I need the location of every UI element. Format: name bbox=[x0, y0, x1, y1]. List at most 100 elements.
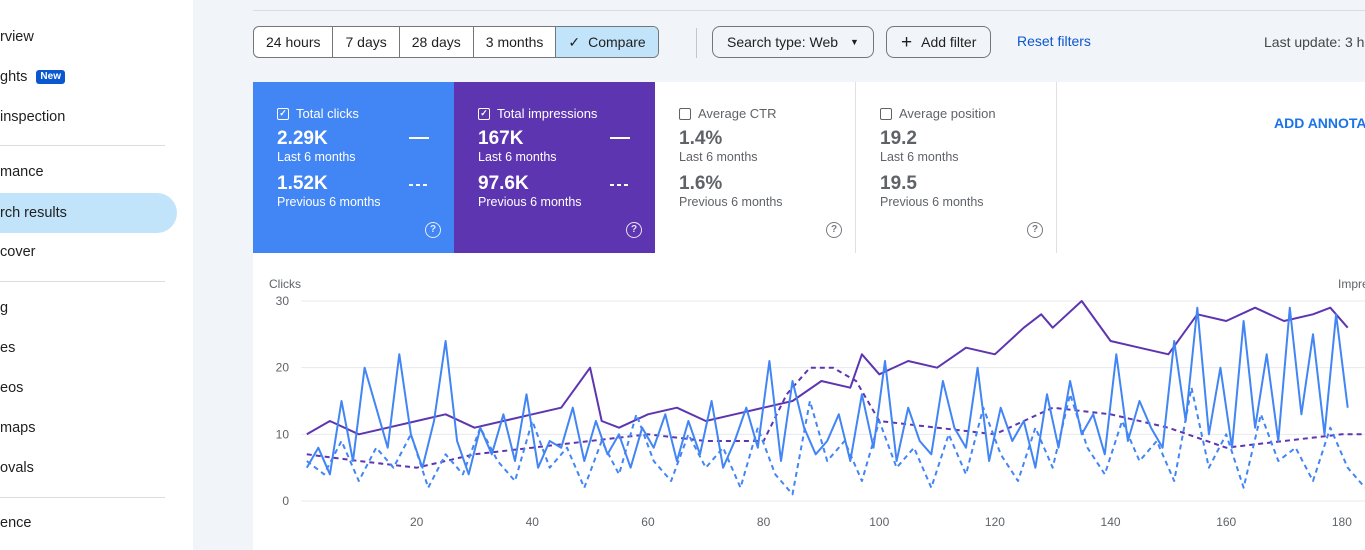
search-type-label: Search type: Web bbox=[727, 34, 839, 50]
metric-prev-period: Previous 6 months bbox=[277, 195, 381, 209]
x-tick-label: 80 bbox=[757, 515, 771, 529]
caret-down-icon: ▼ bbox=[850, 37, 859, 47]
solid-line-legend-icon bbox=[610, 137, 630, 139]
metric-period: Last 6 months bbox=[277, 150, 356, 164]
y-tick-label: 10 bbox=[276, 427, 290, 441]
y-axis-label-left: Clicks bbox=[269, 277, 301, 291]
metric-prev-value: 1.52K bbox=[277, 173, 328, 194]
y-axis-label-right: Impre bbox=[1338, 277, 1365, 291]
help-icon[interactable]: ? bbox=[425, 222, 441, 238]
sidebar: rview ghts New inspection mance rch resul… bbox=[0, 0, 193, 550]
series-line-3 bbox=[306, 386, 1365, 496]
plus-icon: + bbox=[901, 31, 913, 53]
metric-period: Last 6 months bbox=[880, 150, 959, 164]
toolbar-divider bbox=[696, 28, 697, 58]
date-range-7-days[interactable]: 7 days bbox=[333, 27, 400, 57]
metric-value: 1.4% bbox=[679, 128, 723, 149]
checkbox-unchecked-icon[interactable] bbox=[880, 107, 892, 120]
x-tick-label: 160 bbox=[1216, 515, 1236, 529]
metric-value: 2.29K bbox=[277, 128, 328, 149]
performance-chart: 0 10 20 30 20 40 60 80 100 120 140 160 180 Clicks Impr… bbox=[253, 253, 1365, 550]
sidebar-item-indexing[interactable]: g bbox=[0, 288, 177, 328]
help-icon[interactable]: ? bbox=[1027, 222, 1043, 238]
y-tick-label: 20 bbox=[276, 361, 290, 375]
metric-label: Total impressions bbox=[497, 106, 598, 121]
chart-svg: 0 10 20 30 20 40 60 80 100 120 140 160 180 Clicks Impr… bbox=[269, 277, 1365, 529]
add-filter-button[interactable]: + Add filter bbox=[886, 26, 992, 58]
metrics-panel: ✓ Total clicks 2.29K Last 6 months 1.52K … bbox=[253, 82, 1365, 253]
new-badge: New bbox=[36, 70, 65, 84]
compare-label: Compare bbox=[588, 34, 646, 50]
sidebar-item-experience[interactable]: ence bbox=[0, 503, 177, 543]
series-line-2 bbox=[305, 306, 1349, 476]
metric-prev-value: 1.6% bbox=[679, 173, 723, 194]
x-tick-label: 60 bbox=[641, 515, 655, 529]
help-icon[interactable]: ? bbox=[626, 222, 642, 238]
x-tick-label: 140 bbox=[1101, 515, 1121, 529]
sidebar-item-overview[interactable]: rview bbox=[0, 17, 177, 57]
sidebar-item-performance[interactable]: mance bbox=[0, 152, 177, 192]
sidebar-item-label: g bbox=[0, 300, 9, 316]
sidebar-divider bbox=[0, 281, 165, 282]
sidebar-item-videos[interactable]: eos bbox=[0, 368, 177, 408]
sidebar-item-label: ence bbox=[0, 515, 32, 531]
y-tick-label: 0 bbox=[282, 494, 289, 508]
date-range-24-hours[interactable]: 24 hours bbox=[254, 27, 334, 57]
sidebar-item-discover[interactable]: cover bbox=[0, 232, 177, 272]
sidebar-item-label: ghts bbox=[0, 69, 28, 85]
metric-card-total-clicks[interactable]: ✓ Total clicks 2.29K Last 6 months 1.52K … bbox=[253, 82, 454, 253]
reset-filters-link[interactable]: Reset filters bbox=[1017, 33, 1091, 49]
metric-label: Average CTR bbox=[698, 106, 777, 121]
main-content: 24 hours 7 days 28 days 3 months ✓ Compa… bbox=[193, 0, 1365, 550]
search-type-dropdown[interactable]: Search type: Web ▼ bbox=[712, 26, 874, 58]
last-update-text: Last update: 3 h bbox=[1264, 34, 1365, 50]
sidebar-item-label: rview bbox=[0, 29, 34, 45]
solid-line-legend-icon bbox=[409, 137, 429, 139]
add-annotation-button[interactable]: ADD ANNOTAT bbox=[1274, 115, 1365, 131]
divider bbox=[253, 10, 1365, 11]
metric-label: Total clicks bbox=[296, 106, 359, 121]
sidebar-item-label: inspection bbox=[0, 109, 66, 125]
x-tick-label: 20 bbox=[410, 515, 424, 529]
sidebar-item-sitemaps[interactable]: maps bbox=[0, 408, 177, 448]
sidebar-item-pages[interactable]: es bbox=[0, 328, 177, 368]
x-tick-label: 40 bbox=[526, 515, 540, 529]
metric-prev-value: 19.5 bbox=[880, 173, 917, 194]
series-line-0 bbox=[306, 300, 1349, 436]
metric-card-average-ctr[interactable]: Average CTR 1.4% Last 6 months 1.6% Prev… bbox=[655, 82, 856, 253]
add-filter-label: Add filter bbox=[921, 34, 977, 50]
sidebar-divider bbox=[0, 497, 165, 498]
sidebar-item-label: cover bbox=[0, 244, 36, 260]
y-tick-label: 30 bbox=[276, 294, 290, 308]
sidebar-item-label: eos bbox=[0, 380, 24, 396]
sidebar-item-insights[interactable]: ghts New bbox=[0, 57, 177, 97]
x-tick-label: 100 bbox=[869, 515, 889, 529]
checkmark-icon: ✓ bbox=[568, 33, 581, 50]
metric-card-average-position[interactable]: Average position 19.2 Last 6 months 19.5… bbox=[856, 82, 1057, 253]
date-range-selector: 24 hours 7 days 28 days 3 months ✓ Compa… bbox=[253, 26, 659, 58]
sidebar-item-label: mance bbox=[0, 164, 44, 180]
metric-period: Last 6 months bbox=[679, 150, 758, 164]
dashed-line-legend-icon bbox=[409, 184, 429, 186]
x-tick-label: 120 bbox=[985, 515, 1005, 529]
metric-card-total-impressions[interactable]: ✓ Total impressions 167K Last 6 months 97… bbox=[454, 82, 655, 253]
metric-value: 19.2 bbox=[880, 128, 917, 149]
help-icon[interactable]: ? bbox=[826, 222, 842, 238]
sidebar-item-removals[interactable]: ovals bbox=[0, 448, 177, 488]
dashed-line-legend-icon bbox=[610, 184, 630, 186]
checkbox-checked-icon[interactable]: ✓ bbox=[277, 107, 289, 120]
sidebar-item-search-results[interactable]: rch results bbox=[0, 193, 177, 233]
sidebar-item-label: rch results bbox=[0, 205, 67, 221]
x-tick-label: 180 bbox=[1332, 515, 1352, 529]
sidebar-item-url-inspection[interactable]: inspection bbox=[0, 97, 177, 137]
checkbox-checked-icon[interactable]: ✓ bbox=[478, 107, 490, 120]
date-range-28-days[interactable]: 28 days bbox=[400, 27, 474, 57]
date-range-3-months[interactable]: 3 months bbox=[474, 27, 557, 57]
sidebar-divider bbox=[0, 145, 165, 146]
date-range-compare[interactable]: ✓ Compare bbox=[556, 27, 658, 57]
metric-label: Average position bbox=[899, 106, 996, 121]
sidebar-item-label: ovals bbox=[0, 460, 34, 476]
checkbox-unchecked-icon[interactable] bbox=[679, 107, 691, 120]
metric-prev-period: Previous 6 months bbox=[880, 195, 984, 209]
sidebar-item-label: es bbox=[0, 340, 16, 356]
